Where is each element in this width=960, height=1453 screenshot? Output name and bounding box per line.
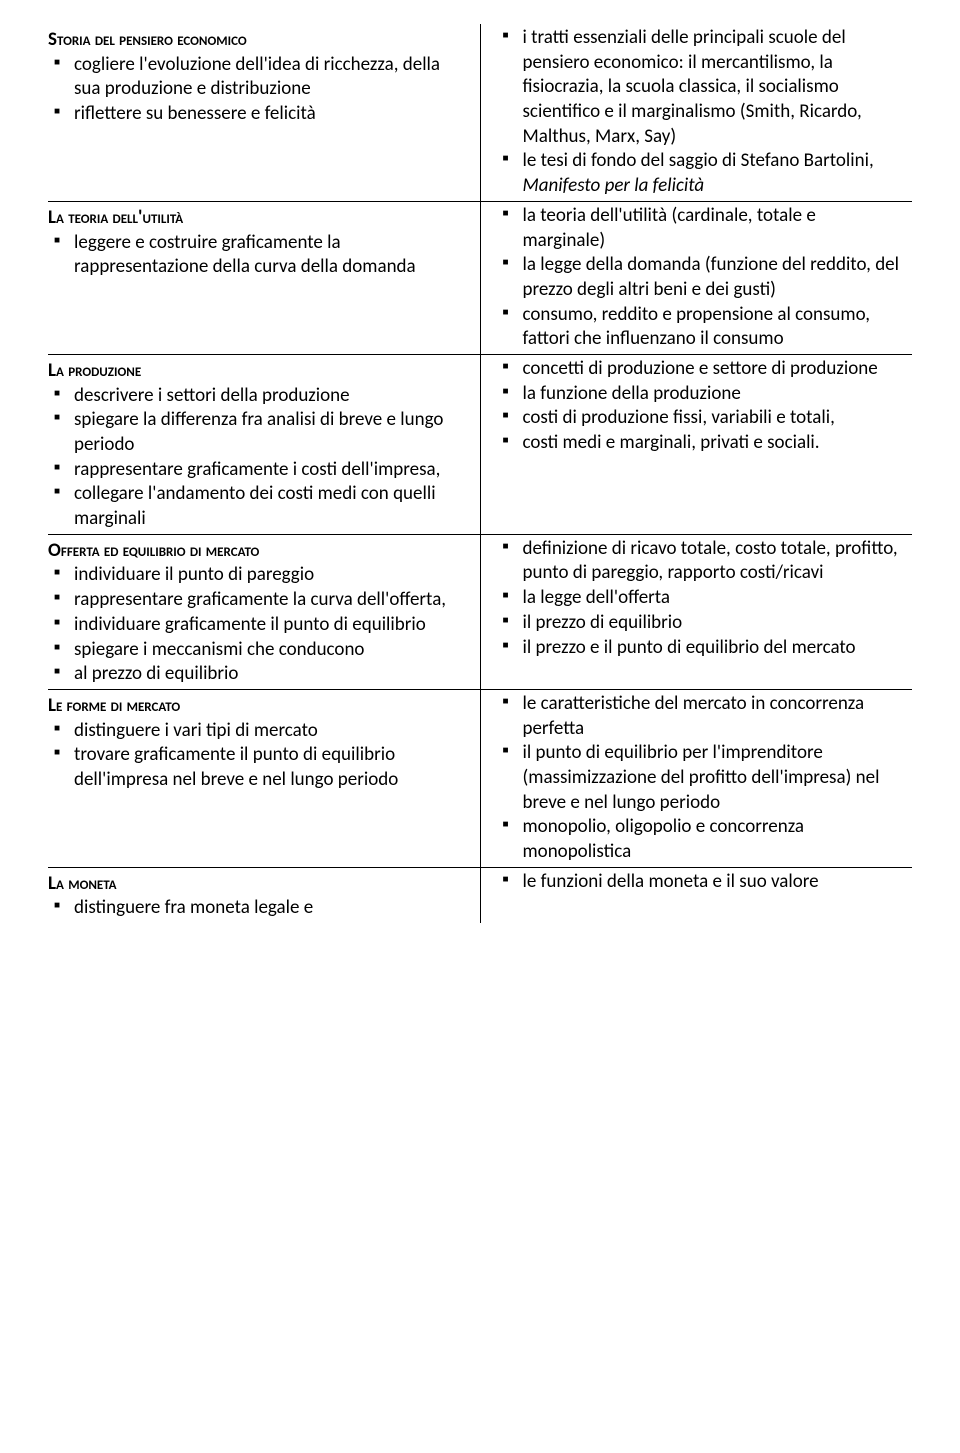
section-heading: Storia del pensiero economico — [48, 28, 464, 53]
section-left: Offerta ed equilibrio di mercatoindividu… — [48, 534, 480, 689]
list-item: le tesi di fondo del saggio di Stefano B… — [523, 149, 903, 198]
list-item: la legge della domanda (funzione del red… — [523, 253, 903, 302]
list-item: le caratteristiche del mercato in concor… — [523, 692, 903, 741]
list-item: trovare graficamente il punto di equilib… — [74, 743, 464, 792]
list-item: descrivere i settori della produzione — [74, 384, 464, 409]
section-left: La teoria dell'utilitàleggere e costruir… — [48, 201, 480, 354]
content-table: Storia del pensiero economicocogliere l'… — [48, 24, 912, 923]
section-left: Le forme di mercatodistinguere i vari ti… — [48, 689, 480, 867]
list-item: leggere e costruire graficamente la rapp… — [74, 231, 464, 280]
section-right: concetti di produzione e settore di prod… — [480, 354, 912, 534]
section-right: le caratteristiche del mercato in concor… — [480, 689, 912, 867]
section-left: La produzionedescrivere i settori della … — [48, 354, 480, 534]
left-list: leggere e costruire graficamente la rapp… — [48, 231, 464, 280]
list-item: concetti di produzione e settore di prod… — [523, 357, 903, 382]
list-item: distinguere fra moneta legale e — [74, 896, 464, 921]
section-heading: La moneta — [48, 872, 464, 897]
list-item: costi di produzione fissi, variabili e t… — [523, 406, 903, 431]
right-list: le caratteristiche del mercato in concor… — [497, 692, 903, 865]
left-list: cogliere l'evoluzione dell'idea di ricch… — [48, 53, 464, 127]
list-item: consumo, reddito e propensione al consum… — [523, 303, 903, 352]
left-list: distinguere fra moneta legale e — [48, 896, 464, 921]
list-item: spiegare i meccanismi che conducono — [74, 638, 464, 663]
section-heading: La teoria dell'utilità — [48, 206, 464, 231]
right-list: definizione di ricavo totale, costo tota… — [497, 537, 903, 660]
list-item: individuare graficamente il punto di equ… — [74, 613, 464, 638]
left-list: individuare il punto di pareggiorapprese… — [48, 563, 464, 686]
list-item: rappresentare graficamente la curva dell… — [74, 588, 464, 613]
section-left: La monetadistinguere fra moneta legale e — [48, 867, 480, 923]
section-right: i tratti essenziali delle principali scu… — [480, 24, 912, 201]
list-item: al prezzo di equilibrio — [74, 662, 464, 687]
right-list: le funzioni della moneta e il suo valore — [497, 870, 903, 895]
section-right: definizione di ricavo totale, costo tota… — [480, 534, 912, 689]
list-item: i tratti essenziali delle principali scu… — [523, 26, 903, 149]
section-heading: Le forme di mercato — [48, 694, 464, 719]
right-list: la teoria dell'utilità (cardinale, total… — [497, 204, 903, 352]
list-item: la legge dell'offerta — [523, 586, 903, 611]
list-item: il prezzo di equilibrio — [523, 611, 903, 636]
list-item: distinguere i vari tipi di mercato — [74, 719, 464, 744]
left-list: distinguere i vari tipi di mercatotrovar… — [48, 719, 464, 793]
list-item: la funzione della produzione — [523, 382, 903, 407]
list-item: collegare l'andamento dei costi medi con… — [74, 482, 464, 531]
section-right: le funzioni della moneta e il suo valore — [480, 867, 912, 923]
list-item: riflettere su benessere e felicità — [74, 102, 464, 127]
list-item: monopolio, oligopolio e concorrenza mono… — [523, 815, 903, 864]
list-item: spiegare la differenza fra analisi di br… — [74, 408, 464, 457]
left-list: descrivere i settori della produzionespi… — [48, 384, 464, 532]
list-item: cogliere l'evoluzione dell'idea di ricch… — [74, 53, 464, 102]
list-item: rappresentare graficamente i costi dell'… — [74, 458, 464, 483]
list-item: costi medi e marginali, privati e social… — [523, 431, 903, 456]
list-item: il prezzo e il punto di equilibrio del m… — [523, 636, 903, 661]
section-right: la teoria dell'utilità (cardinale, total… — [480, 201, 912, 354]
right-list: i tratti essenziali delle principali scu… — [497, 26, 903, 199]
list-item: le funzioni della moneta e il suo valore — [523, 870, 903, 895]
section-heading: La produzione — [48, 359, 464, 384]
list-item: definizione di ricavo totale, costo tota… — [523, 537, 903, 586]
list-item: individuare il punto di pareggio — [74, 563, 464, 588]
section-left: Storia del pensiero economicocogliere l'… — [48, 24, 480, 201]
list-item: il punto di equilibrio per l'imprenditor… — [523, 741, 903, 815]
right-list: concetti di produzione e settore di prod… — [497, 357, 903, 456]
section-heading: Offerta ed equilibrio di mercato — [48, 539, 464, 564]
list-item: la teoria dell'utilità (cardinale, total… — [523, 204, 903, 253]
